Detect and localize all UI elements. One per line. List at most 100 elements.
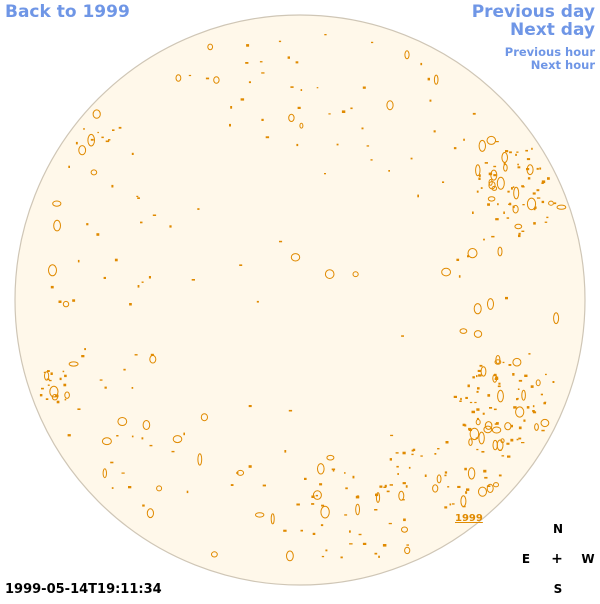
contour-loop (404, 50, 410, 60)
next-hour-link[interactable]: Next hour (530, 58, 595, 72)
back-to-year-link[interactable]: Back to 1999 (5, 2, 130, 22)
contour-dot (453, 395, 457, 398)
contour-dot (56, 400, 60, 404)
contour-dot (402, 499, 405, 501)
contour-dot (50, 372, 53, 375)
contour-loop (326, 454, 335, 461)
contour-dot (46, 378, 50, 381)
contour-dot (483, 238, 485, 241)
contour-dot (405, 485, 408, 488)
contour-dot (344, 472, 346, 474)
contour-dot (248, 81, 251, 84)
contour-loop (436, 474, 442, 484)
contour-dot (262, 484, 266, 487)
contour-dot (451, 503, 455, 505)
contour-dot (345, 487, 348, 490)
contour-dot (311, 503, 315, 505)
contour-dot (459, 400, 462, 402)
contour-dot (511, 187, 513, 190)
contour-dot (50, 285, 54, 289)
compass-north: N (552, 522, 564, 536)
contour-dot (411, 449, 414, 452)
contour-dot (62, 370, 65, 373)
contour-dot (287, 56, 290, 59)
contour-dot (463, 138, 465, 141)
contour-dot (526, 158, 531, 161)
contour-dot (482, 412, 485, 415)
contour-dot (103, 276, 106, 279)
contour-dot (433, 130, 436, 133)
contour-loop (312, 490, 322, 500)
contour-dot (489, 407, 493, 409)
contour-dot (230, 484, 234, 486)
contour-dot (86, 223, 89, 226)
previous-day-link[interactable]: Previous day (471, 2, 595, 22)
contour-dot (530, 385, 534, 388)
contour-dot (513, 406, 517, 409)
contour-dot (137, 285, 140, 288)
solar-disk-outline (14, 14, 586, 586)
contour-loop (53, 219, 61, 232)
contour-dot (517, 166, 521, 169)
contour-dot (445, 441, 449, 444)
contour-dot (462, 505, 466, 508)
contour-dot (536, 197, 541, 199)
contour-dot (401, 335, 404, 337)
contour-loop (68, 361, 79, 367)
contour-dot (444, 471, 448, 474)
contour-dot (534, 206, 537, 209)
contour-dot (288, 409, 293, 412)
contour-dot (319, 483, 323, 486)
contour-dot (279, 240, 283, 243)
contour-dot (442, 181, 445, 183)
contour-dot (39, 394, 43, 397)
contour-dot (362, 542, 367, 545)
compass-center-icon: + (551, 551, 563, 567)
contour-dot (378, 555, 380, 558)
contour-dot (370, 159, 373, 161)
next-day-link[interactable]: Next day (510, 20, 595, 40)
contour-loop (87, 133, 95, 147)
contour-dot (543, 402, 546, 405)
contour-dot (75, 141, 78, 145)
contour-dot (229, 123, 231, 127)
contour-dot (108, 139, 111, 141)
contour-dot (397, 473, 399, 475)
contour-dot (444, 506, 448, 509)
contour-loop (49, 385, 59, 398)
contour-dot (493, 174, 497, 177)
contour-dot (388, 170, 390, 172)
contour-dot (506, 442, 510, 445)
contour-dot (521, 230, 525, 232)
contour-dot (510, 438, 514, 442)
contour-dot (525, 149, 528, 152)
contour-dot (531, 147, 533, 150)
contour-loop (317, 463, 325, 475)
contour-loop (324, 269, 335, 280)
contour-loop (52, 200, 62, 207)
contour-loop (487, 196, 496, 202)
contour-dot (296, 503, 300, 506)
compass-south: S (553, 582, 563, 596)
contour-dot (532, 192, 536, 195)
contour-loop (146, 508, 154, 519)
contour-dot (434, 453, 437, 455)
contour-dot (149, 444, 153, 447)
contour-dot (312, 532, 316, 535)
contour-dot (498, 474, 502, 477)
contour-dot (324, 173, 326, 175)
contour-loop (101, 437, 112, 446)
contour-dot (503, 162, 506, 166)
year-link[interactable]: 1999 (455, 513, 483, 524)
contour-dot (77, 259, 80, 263)
previous-hour-link[interactable]: Previous hour (504, 45, 595, 59)
contour-loop (512, 357, 522, 367)
contour-dot (533, 207, 536, 211)
contour-dot (72, 299, 76, 302)
contour-dot (471, 410, 475, 414)
contour-dot (123, 368, 126, 371)
contour-dot (494, 423, 498, 425)
contour-dot (396, 465, 399, 468)
contour-loop (513, 186, 520, 200)
contour-dot (411, 453, 414, 456)
